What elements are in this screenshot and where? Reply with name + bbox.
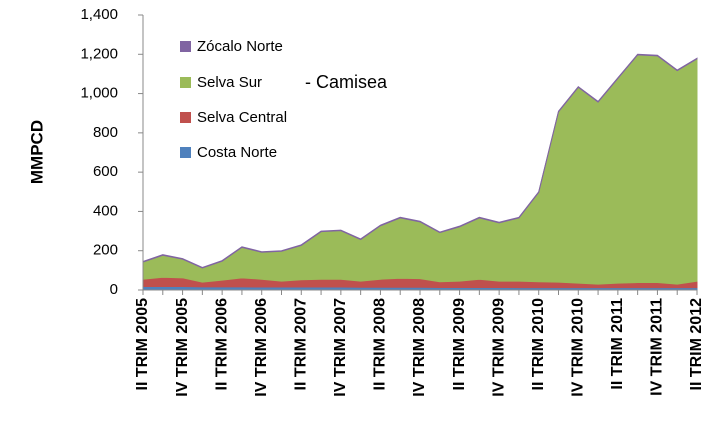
x-tick-label: IV TRIM 2006 xyxy=(253,298,270,397)
x-tick-label: II TRIM 2005 xyxy=(134,298,151,391)
legend-label: Selva Central xyxy=(197,109,287,126)
legend-label: Selva Sur xyxy=(197,74,262,91)
x-tick-label: II TRIM 2007 xyxy=(293,298,310,391)
area xyxy=(142,53,698,269)
y-tick-label: 400 xyxy=(93,202,118,219)
y-axis-label: MMPCD xyxy=(27,120,46,184)
x-tick-label: IV TRIM 2008 xyxy=(411,298,428,397)
legend-swatch xyxy=(180,77,191,88)
y-tick-label: 800 xyxy=(93,124,118,141)
y-tick-label: 1,000 xyxy=(80,85,118,102)
y-tick-label: 200 xyxy=(93,242,118,259)
x-tick-label: IV TRIM 2010 xyxy=(570,298,587,397)
x-tick-label: IV TRIM 2011 xyxy=(649,298,666,396)
x-tick-label: IV TRIM 2009 xyxy=(490,298,507,397)
x-tick-label: IV TRIM 2007 xyxy=(332,298,349,397)
x-tick-label: II TRIM 2006 xyxy=(213,298,230,391)
legend-swatch xyxy=(180,147,191,158)
y-tick-label: 1,200 xyxy=(80,45,118,62)
legend-label: Zócalo Norte xyxy=(197,38,283,55)
x-tick-label: II TRIM 2009 xyxy=(451,298,468,391)
y-tick-label: 0 xyxy=(110,281,118,298)
legend-swatch xyxy=(180,41,191,52)
x-tick-label: IV TRIM 2005 xyxy=(174,298,191,397)
y-tick-label: 600 xyxy=(93,163,118,180)
y-tick-label: 1,400 xyxy=(80,6,118,23)
x-tick-label: II TRIM 2012 xyxy=(688,298,704,391)
annotation: - Camisea xyxy=(305,72,388,92)
x-tick-label: II TRIM 2010 xyxy=(530,298,547,391)
x-tick-label: II TRIM 2011 xyxy=(609,298,626,390)
legend-label: Costa Norte xyxy=(197,144,277,161)
legend-swatch xyxy=(180,112,191,123)
x-tick-label: II TRIM 2008 xyxy=(372,298,389,391)
